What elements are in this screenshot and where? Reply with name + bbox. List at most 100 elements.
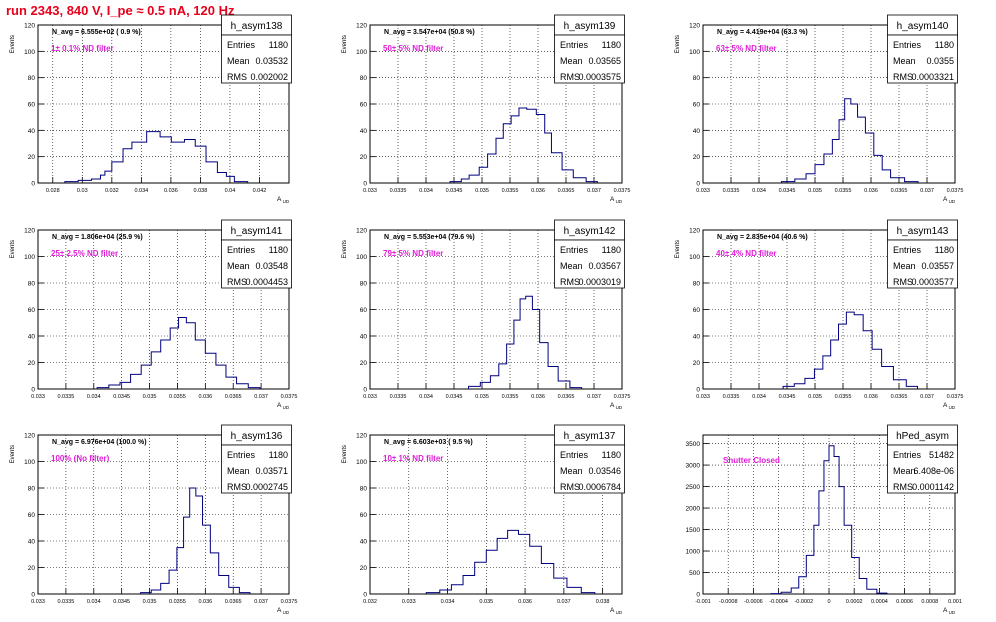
x-tick-label: 0.0365 bbox=[558, 394, 575, 400]
x-tick-label: 0.035 bbox=[143, 599, 157, 605]
stats-box bbox=[554, 239, 625, 289]
x-tick-label: 0.0355 bbox=[835, 188, 852, 194]
filter-label: 40± 4% ND filter bbox=[716, 249, 776, 258]
y-axis-label: Events bbox=[10, 240, 16, 258]
stats-box bbox=[887, 444, 958, 494]
x-tick-label: 0.0375 bbox=[947, 394, 964, 400]
x-axis-label-main: A bbox=[943, 607, 948, 614]
x-tick-label: 0.0345 bbox=[113, 394, 130, 400]
stats-box bbox=[887, 34, 958, 84]
x-tick-label: 0.034 bbox=[441, 599, 455, 605]
histogram-panel-h_asym141: 0 20 40 60 80 100 120 0.033 0.0335 0.034 0.0345 0.0… bbox=[10, 219, 298, 410]
x-axis-label: A UD bbox=[943, 607, 956, 615]
filter-label: 10± 1% ND filter bbox=[383, 454, 443, 463]
navg-label: N_avg = 6.976e+04 (100.0 %) bbox=[52, 439, 147, 446]
y-tick-label: 80 bbox=[28, 486, 36, 493]
x-tick-label: 0.036 bbox=[864, 188, 878, 194]
x-tick-label: 0.035 bbox=[143, 394, 157, 400]
filter-label: 25± 2.5% ND filter bbox=[51, 249, 118, 258]
y-tick-label: 40 bbox=[360, 128, 368, 135]
y-tick-label: 40 bbox=[693, 128, 701, 135]
stats-entries-value: 51482 bbox=[929, 450, 954, 460]
y-tick-label: 20 bbox=[28, 360, 36, 367]
stats-rms-label: RMS bbox=[227, 277, 247, 287]
x-axis-label-main: A bbox=[610, 607, 615, 614]
histogram-panel-h_asym140: 0 20 40 60 80 100 120 0.033 0.0335 0.034 0.0345 0.0… bbox=[675, 14, 964, 204]
y-tick-label: 100 bbox=[24, 254, 35, 261]
histogram-panel-h_asym136: 0 20 40 60 80 100 120 0.033 0.0335 0.034 0.0345 0.0… bbox=[10, 424, 298, 615]
x-tick-label: 0.0335 bbox=[57, 599, 74, 605]
x-tick-label: 0.0375 bbox=[947, 188, 964, 194]
y-tick-label: 40 bbox=[693, 334, 701, 341]
y-tick-label: 2000 bbox=[686, 506, 701, 513]
stats-entries-label: Entries bbox=[893, 40, 922, 50]
stats-entries-label: Entries bbox=[560, 450, 589, 460]
y-tick-label: 20 bbox=[360, 154, 368, 161]
x-tick-label: 0.0004 bbox=[871, 599, 888, 605]
y-tick-label: 100 bbox=[24, 49, 35, 56]
x-tick-label: 0.036 bbox=[864, 394, 878, 400]
stats-entries-value: 1180 bbox=[935, 40, 954, 50]
stats-box bbox=[887, 239, 958, 289]
histogram-line bbox=[782, 311, 918, 389]
x-tick-label: 0.035 bbox=[475, 394, 489, 400]
x-tick-label: 0.03 bbox=[77, 188, 88, 194]
x-axis-label: A UD bbox=[943, 402, 956, 410]
stats-mean-label: Mean bbox=[893, 261, 916, 271]
histogram-line bbox=[96, 316, 261, 389]
histogram-name: h_asym136 bbox=[231, 431, 283, 442]
x-tick-label: 0.0002 bbox=[846, 599, 863, 605]
x-tick-label: 0.034 bbox=[87, 599, 101, 605]
run-title: run 2343, 840 V, I_pe ≈ 0.5 nA, 120 Hz bbox=[6, 3, 235, 18]
x-tick-label: 0.0335 bbox=[390, 394, 407, 400]
x-tick-label: -0.0004 bbox=[769, 599, 788, 605]
x-tick-label: 0.0375 bbox=[281, 599, 298, 605]
y-tick-label: 80 bbox=[360, 486, 368, 493]
y-tick-label: 20 bbox=[28, 154, 36, 161]
y-tick-label: 60 bbox=[28, 512, 36, 519]
x-tick-label: 0.0355 bbox=[835, 394, 852, 400]
navg-label: N_avg = 6.555e+02 ( 0.9 %) bbox=[52, 29, 141, 36]
x-tick-label: 0.038 bbox=[596, 599, 610, 605]
y-tick-label: 100 bbox=[356, 254, 367, 261]
x-tick-label: 0.034 bbox=[752, 394, 766, 400]
y-tick-label: 0 bbox=[363, 387, 367, 394]
x-tick-label: 0.0365 bbox=[558, 188, 575, 194]
x-tick-label: 0.042 bbox=[253, 188, 267, 194]
x-tick-label: 0.0335 bbox=[723, 188, 740, 194]
y-tick-label: 20 bbox=[360, 565, 368, 572]
histogram-name: h_asym141 bbox=[231, 226, 283, 237]
stats-box bbox=[221, 239, 292, 289]
y-tick-label: 40 bbox=[28, 539, 36, 546]
x-axis-label-sub: UD bbox=[281, 199, 290, 204]
x-tick-label: 0.0345 bbox=[446, 188, 463, 194]
y-tick-label: 20 bbox=[28, 565, 36, 572]
y-tick-label: 0 bbox=[696, 181, 700, 188]
stats-mean-value: 0.03532 bbox=[255, 56, 288, 66]
y-tick-label: 20 bbox=[360, 360, 368, 367]
x-axis-label: A UD bbox=[943, 196, 956, 204]
x-tick-label: 0.034 bbox=[87, 394, 101, 400]
x-tick-label: 0.0355 bbox=[169, 599, 186, 605]
x-tick-label: 0.001 bbox=[948, 599, 962, 605]
y-tick-label: 80 bbox=[693, 75, 701, 82]
stats-rms-value: 0.002002 bbox=[250, 72, 288, 82]
histogram-panel-h_asym138: 0 20 40 60 80 100 120 0.028 0.03 0.032 0.034 0.036 0… bbox=[10, 14, 292, 204]
x-axis-label-sub: UD bbox=[947, 405, 956, 410]
histogram-line bbox=[425, 529, 596, 594]
y-tick-label: 120 bbox=[356, 433, 367, 440]
x-axis-label: A UD bbox=[277, 402, 290, 410]
y-tick-label: 80 bbox=[28, 75, 36, 82]
stats-entries-value: 1180 bbox=[602, 450, 621, 460]
y-tick-label: 40 bbox=[28, 334, 36, 341]
y-tick-label: 120 bbox=[24, 433, 35, 440]
x-tick-label: 0.0345 bbox=[113, 599, 130, 605]
x-tick-label: 0.0335 bbox=[723, 394, 740, 400]
stats-rms-value: 0.0004453 bbox=[245, 277, 288, 287]
y-tick-label: 1500 bbox=[686, 527, 701, 534]
y-tick-label: 100 bbox=[356, 459, 367, 466]
stats-entries-value: 1180 bbox=[602, 245, 621, 255]
y-tick-label: 40 bbox=[360, 539, 368, 546]
histogram-line bbox=[468, 295, 583, 389]
x-tick-label: 0.0375 bbox=[281, 394, 298, 400]
